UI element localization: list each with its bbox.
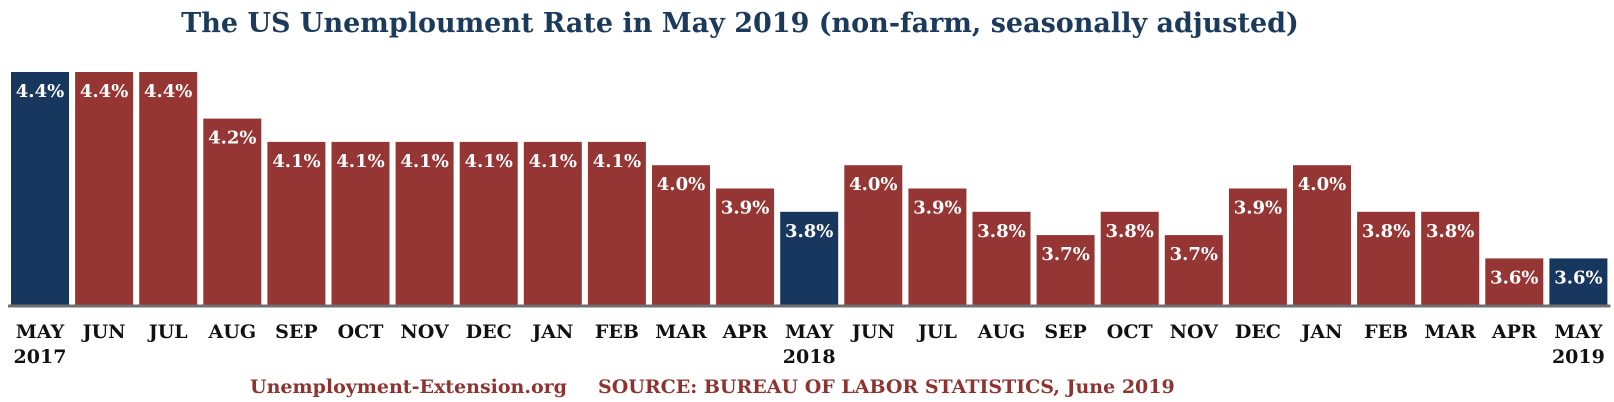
tick-label-3: AUG (208, 321, 257, 343)
value-label-17: 3.8% (1105, 221, 1153, 242)
value-label-2: 4.4% (144, 81, 192, 102)
bar-12 (780, 211, 839, 305)
tick-label-21: FEB (1364, 321, 1408, 343)
bar-6 (395, 141, 454, 305)
tick-label-11: APR (722, 321, 768, 343)
tick-label-20: JAN (1299, 321, 1342, 343)
tick-label-22: MAR (1424, 321, 1476, 343)
bar-24 (1549, 258, 1608, 305)
value-label-24: 3.6% (1554, 267, 1602, 288)
value-label-12: 3.8% (785, 221, 833, 242)
tick-label-7: DEC (466, 321, 512, 343)
bar-21 (1357, 211, 1416, 305)
bar-19 (1228, 188, 1287, 305)
tick-label-5: OCT (338, 321, 384, 343)
bar-2 (139, 72, 198, 305)
tick-label-12: MAY (785, 321, 834, 343)
value-label-11: 3.9% (721, 198, 769, 219)
value-label-15: 3.8% (977, 221, 1025, 242)
tick-label-13: JUN (850, 321, 895, 343)
bar-22 (1421, 211, 1480, 305)
footer-site: Unemployment-Extension.org (250, 376, 567, 398)
value-label-20: 4.0% (1298, 174, 1346, 195)
tick-label-10: MAR (655, 321, 707, 343)
value-label-4: 4.1% (272, 151, 320, 172)
tick-label-9: FEB (595, 321, 639, 343)
tick-label-16: SEP (1044, 321, 1087, 343)
value-label-5: 4.1% (336, 151, 384, 172)
bar-14 (908, 188, 967, 305)
tick-label-17: OCT (1107, 321, 1153, 343)
tick-label-19: DEC (1235, 321, 1281, 343)
tick-label-4: SEP (275, 321, 318, 343)
bar-15 (972, 211, 1031, 305)
tick-label-15: AUG (977, 321, 1026, 343)
year-label-24: 2019 (1552, 346, 1605, 368)
value-label-10: 4.0% (657, 174, 705, 195)
value-label-7: 4.1% (464, 151, 512, 172)
year-label-0: 2017 (14, 346, 67, 368)
value-label-6: 4.1% (400, 151, 448, 172)
value-label-19: 3.9% (1234, 198, 1282, 219)
bar-7 (459, 141, 518, 305)
tick-label-0: MAY (16, 321, 65, 343)
value-label-18: 3.7% (1170, 244, 1218, 265)
tick-label-23: APR (1491, 321, 1537, 343)
bar-9 (587, 141, 646, 305)
bar-chart: 4.4% MAY 2017 4.4% JUN 4.4% JUL 4.2% AUG 4.1% SEP 4… (8, 72, 1611, 368)
bar-10 (652, 165, 710, 305)
value-label-14: 3.9% (913, 198, 961, 219)
bar-11 (716, 188, 775, 305)
year-label-12: 2018 (783, 346, 836, 368)
bar-20 (1293, 165, 1351, 305)
tick-label-8: JAN (530, 321, 573, 343)
bar-13 (844, 165, 903, 305)
value-label-8: 4.1% (529, 151, 577, 172)
value-label-23: 3.6% (1490, 267, 1538, 288)
bar-3 (203, 118, 262, 305)
bar-4 (267, 141, 326, 305)
value-label-9: 4.1% (593, 151, 641, 172)
bar-0 (11, 72, 69, 305)
tick-label-6: NOV (400, 321, 450, 343)
value-label-13: 4.0% (849, 174, 897, 195)
value-label-21: 3.8% (1362, 221, 1410, 242)
footer-source: SOURCE: BUREAU OF LABOR STATISTICS, June… (598, 376, 1175, 398)
chart-title: The US Unemploument Rate in May 2019 (no… (181, 8, 1299, 39)
value-label-3: 4.2% (208, 128, 256, 149)
tick-label-1: JUN (81, 321, 126, 343)
tick-label-2: JUL (147, 321, 188, 343)
bar-5 (331, 141, 390, 305)
bar-8 (523, 141, 582, 305)
bar-23 (1485, 258, 1544, 305)
tick-label-14: JUL (916, 321, 957, 343)
bar-1 (75, 72, 134, 305)
bar-16 (1036, 235, 1095, 305)
bar-18 (1164, 235, 1223, 305)
value-label-16: 3.7% (1041, 244, 1089, 265)
bar-17 (1100, 211, 1159, 305)
tick-label-18: NOV (1170, 321, 1220, 343)
value-label-22: 3.8% (1426, 221, 1474, 242)
value-label-0: 4.4% (16, 81, 64, 102)
tick-label-24: MAY (1554, 321, 1603, 343)
value-label-1: 4.4% (80, 81, 128, 102)
